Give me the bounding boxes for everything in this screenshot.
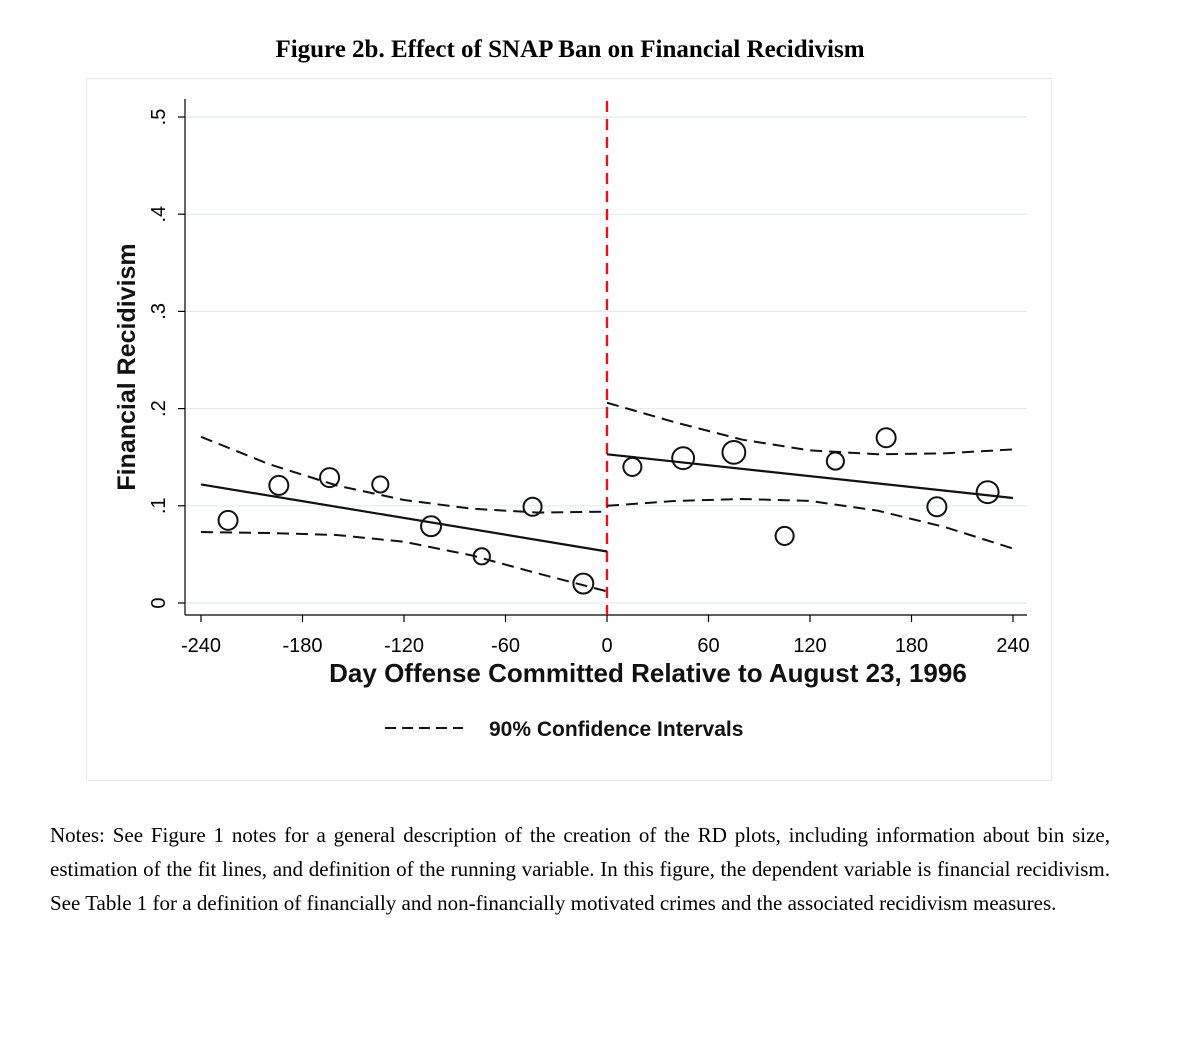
data-point [671,446,696,471]
y-tick-label: 0 [148,597,170,608]
figure-notes: Notes: See Figure 1 notes for a general … [50,823,1110,915]
data-point [875,427,897,449]
ci-line [200,531,608,593]
ci-line [606,401,1014,456]
x-axis-title: Day Offense Committed Relative to August… [329,658,967,688]
y-tick-label: .1 [148,497,170,514]
data-point [975,480,1000,505]
y-tick-label: .4 [148,206,170,223]
fit-line [606,453,1014,500]
data-point [217,509,239,531]
data-point [926,496,948,518]
data-point [268,474,290,496]
data-point [825,451,845,471]
rd-plot: 0 .1 .2 .3 .4 .5 -240 -180 -120 -60 0 60 120 180 240 Fi… [113,99,1030,741]
x-tick-label: -120 [384,635,424,657]
y-tick-label: .2 [148,400,170,417]
data-point [721,439,747,465]
x-tick-label: -240 [181,635,221,657]
data-point [774,525,795,546]
ci-line [606,497,1014,550]
x-tick-label: 120 [793,635,826,657]
x-tick-label: 60 [697,635,719,657]
data-point [522,496,543,517]
data-point [420,515,443,538]
x-tick-label: -180 [282,635,322,657]
fit-line [200,483,608,553]
y-tick-label: .5 [148,109,170,126]
y-axis-title: Financial Recidivism [113,243,141,490]
data-point [472,547,491,566]
data-point [572,572,595,595]
x-tick-label: 0 [601,635,612,657]
chart-panel: 0 .1 .2 .3 .4 .5 -240 -180 -120 -60 0 60 120 180 240 Fi… [86,78,1052,781]
x-tick-label: 180 [895,635,928,657]
figure-title: Figure 2b. Effect of SNAP Ban on Financi… [275,36,865,63]
y-tick-label: .3 [148,303,170,320]
data-point [622,456,643,477]
data-point [371,475,390,494]
x-tick-label: 240 [996,635,1029,657]
data-point [319,467,341,489]
x-tick-label: -60 [491,635,520,657]
legend-label: 90% Confidence Intervals [489,718,743,741]
